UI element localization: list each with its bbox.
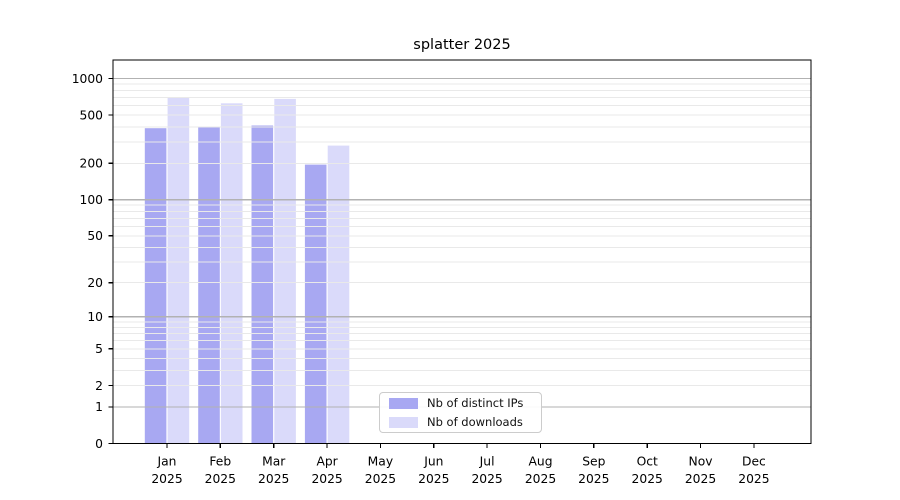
x-tick-label-year: 2025 [525,472,556,486]
x-tick-label: Nov [689,455,713,469]
legend-entry-distinct-ips: Nb of distinct IPs [389,396,541,410]
y-tick-label: 1000 [72,72,103,86]
bar-distinct-ips-1 [198,126,220,444]
x-tick-label-year: 2025 [365,472,396,486]
legend-label-downloads: Nb of downloads [427,415,523,429]
x-tick-label-year: 2025 [632,472,663,486]
x-tick-label-year: 2025 [311,472,342,486]
y-tick-label: 50 [87,229,103,243]
y-tick-label: 1 [95,400,103,414]
x-tick-label-year: 2025 [738,472,769,486]
y-tick-label: 100 [80,193,103,207]
chart-title: splatter 2025 [413,37,511,53]
x-tick-label: Dec [742,455,766,469]
x-tick-label-year: 2025 [418,472,449,486]
x-tick-label-year: 2025 [578,472,609,486]
y-tick-label: 500 [80,108,103,122]
x-tick-label: Jul [479,455,495,469]
x-tick-label: May [368,455,393,469]
x-tick-label: Feb [209,455,231,469]
x-tick-label: Apr [316,455,338,469]
bar-distinct-ips-3 [304,164,327,444]
bar-downloads-3 [327,145,350,444]
x-tick-label-year: 2025 [258,472,289,486]
y-tick-label: 0 [95,437,103,451]
legend-swatch-distinct-ips [389,397,418,409]
x-tick-label: Mar [262,455,286,469]
x-tick-label: Oct [637,455,658,469]
bar-distinct-ips-2 [251,125,274,444]
bar-downloads-2 [274,98,296,444]
legend-entry-downloads: Nb of downloads [389,415,541,429]
x-tick-label: Jan [157,455,177,469]
y-axis-ticks: 0 1 2 5 10 20 50 100 200 500 1000 [72,72,113,451]
x-tick-label: Jun [423,455,443,469]
legend-label-distinct-ips: Nb of distinct IPs [427,396,524,410]
y-tick-label: 5 [95,342,103,356]
legend-swatch-downloads [389,416,418,428]
x-tick-label-year: 2025 [685,472,716,486]
x-axis-ticks: Jan 2025 Feb 2025 Mar 2025 Apr 2025 May 2025 Jun 20… [151,443,770,486]
x-tick-label-year: 2025 [151,472,182,486]
bar-downloads-1 [220,103,243,444]
legend: Nb of distinct IPs Nb of downloads [379,392,542,433]
y-tick-label: 20 [87,276,103,290]
x-tick-label: Sep [582,455,605,469]
y-tick-label: 2 [95,379,103,393]
y-tick-label: 200 [80,157,103,171]
x-tick-label-year: 2025 [205,472,236,486]
minor-gridlines [113,83,811,386]
bar-distinct-ips-0 [144,128,167,444]
x-tick-label-year: 2025 [471,472,502,486]
y-tick-label: 10 [87,310,103,324]
plot-box [112,59,812,445]
bar-downloads-0 [167,97,190,444]
x-tick-label: Aug [528,455,552,469]
